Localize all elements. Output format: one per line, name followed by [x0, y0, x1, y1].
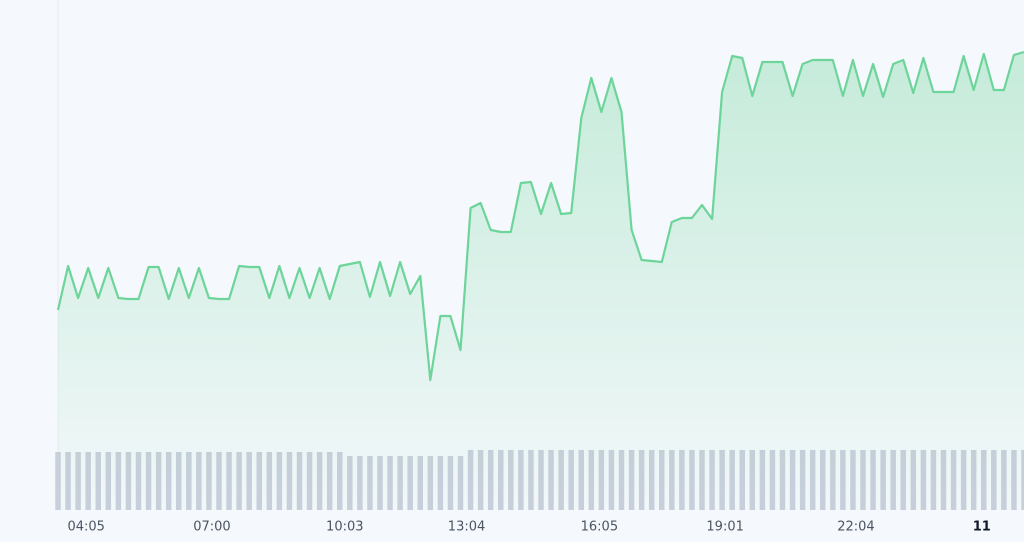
x-tick-label: 19:01	[706, 520, 743, 535]
x-tick-label: 10:03	[326, 520, 363, 535]
x-tick-label: 07:00	[193, 520, 230, 535]
x-tick-label: 16:05	[581, 520, 618, 535]
price-line	[56, 50, 1024, 382]
x-tick-label: 13:04	[448, 520, 485, 535]
x-tick-label: 22:04	[837, 520, 874, 535]
x-tick-label: 04:05	[67, 520, 104, 535]
price-area	[58, 52, 1024, 510]
x-tick-label: 11	[973, 520, 991, 535]
